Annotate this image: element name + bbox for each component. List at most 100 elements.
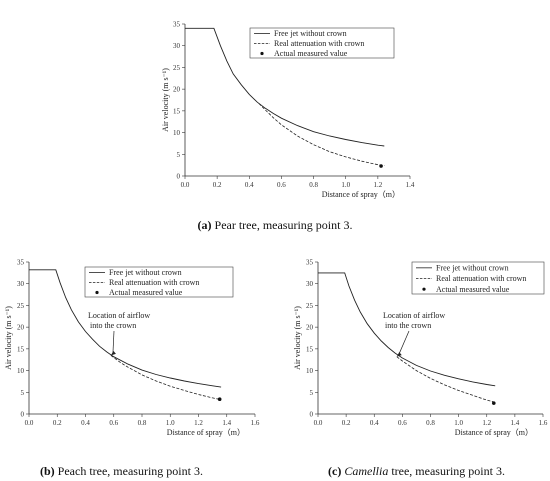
chart-1: 0.0 0.2 0.4 0.6 0.8 1.0 1.2 1.4 1.6 0 5 10 15 20 25 30 3… — [4, 259, 260, 438]
caption-a: (a) Pear tree, measuring point 3. — [0, 218, 550, 233]
y-tick-label: 20 — [306, 324, 314, 332]
y-tick-label: 30 — [17, 280, 25, 288]
y-tick-label: 0 — [177, 173, 181, 181]
legend-entry: Actual measured value — [109, 288, 183, 297]
chart-0: 0.0 0.2 0.4 0.6 0.8 1.0 1.2 1.4 0 5 10 15 20 25 30 35 Di… — [161, 21, 415, 200]
x-tick-label: 1.6 — [539, 419, 548, 427]
y-tick-label: 20 — [17, 324, 25, 332]
y-axis-label: Air velocity (m s⁻¹) — [293, 306, 302, 370]
legend-box — [411, 261, 545, 295]
legend-entry: Actual measured value — [436, 285, 510, 294]
x-tick-label: 1.0 — [341, 181, 350, 189]
legend-entry: Real attenuation with crown — [274, 39, 364, 48]
x-tick-label: 0.0 — [314, 419, 323, 427]
y-tick-label: 5 — [177, 151, 181, 159]
measured-point — [491, 401, 496, 405]
x-tick-label: 0.2 — [213, 181, 222, 189]
caption-c: (c) Camellia tree, measuring point 3. — [328, 464, 505, 479]
measured-point — [217, 397, 222, 402]
y-tick-label: 35 — [306, 259, 314, 267]
y-tick-label: 25 — [17, 302, 25, 310]
caption-c-italic: Camellia — [344, 464, 389, 478]
y-tick-label: 15 — [306, 345, 314, 353]
x-tick-label: 0.0 — [25, 419, 34, 427]
y-tick-label: 30 — [173, 42, 181, 50]
annotation-arrow — [398, 330, 410, 355]
x-tick-label: 0.6 — [398, 419, 407, 427]
y-tick-label: 35 — [17, 259, 25, 267]
legend-entry: Actual measured value — [274, 49, 348, 58]
y-tick-label: 5 — [310, 389, 314, 397]
x-tick-label: 1.4 — [511, 419, 520, 427]
annotation-line1: Location of airflow — [88, 311, 150, 320]
x-tick-label: 0.4 — [370, 419, 379, 427]
caption-a-letter: (a) — [197, 218, 212, 232]
series-line-real-attenuation — [110, 355, 222, 401]
legend-entry: Real attenuation with crown — [436, 274, 526, 283]
x-tick-label: 0.6 — [109, 419, 118, 427]
x-tick-label: 1.4 — [222, 419, 231, 427]
caption-c-letter: (c) — [328, 464, 342, 478]
x-tick-label: 1.2 — [482, 419, 491, 427]
legend-entry: Free jet without crown — [109, 268, 182, 277]
x-tick-label: 1.6 — [251, 419, 260, 427]
annotation-arrow — [112, 330, 115, 354]
y-tick-label: 5 — [21, 389, 25, 397]
x-tick-label: 0.0 — [181, 181, 190, 189]
x-axis-label: Distance of spray（m） — [322, 190, 400, 199]
legend-box — [84, 266, 234, 298]
series-line-free-jet — [318, 272, 496, 387]
series-line-free-jet — [29, 269, 222, 388]
series-line-real-attenuation — [258, 103, 385, 166]
y-tick-label: 20 — [173, 86, 181, 94]
y-tick-label: 30 — [306, 280, 314, 288]
chart-2: 0.0 0.2 0.4 0.6 0.8 1.0 1.2 1.4 1.6 0 5 10 15 20 25 30 3… — [293, 259, 548, 438]
x-tick-label: 0.8 — [138, 419, 147, 427]
y-tick-label: 10 — [306, 367, 314, 375]
x-axis-label: Distance of spray（m） — [167, 428, 245, 437]
caption-c-text: tree, measuring point 3. — [388, 464, 505, 478]
x-tick-label: 0.6 — [277, 181, 286, 189]
x-tick-label: 0.8 — [426, 419, 435, 427]
x-axis-label: Distance of spray（m） — [455, 428, 533, 437]
x-tick-label: 1.4 — [406, 181, 415, 189]
annotation-arrowhead — [110, 350, 116, 356]
legend-marker-point — [422, 287, 426, 291]
x-tick-label: 0.4 — [81, 419, 90, 427]
x-tick-label: 1.2 — [373, 181, 382, 189]
y-tick-label: 10 — [17, 367, 25, 375]
legend-marker-point — [95, 290, 99, 295]
caption-b-text: Peach tree, measuring point 3. — [54, 464, 203, 478]
x-tick-label: 1.2 — [194, 419, 203, 427]
x-tick-label: 0.4 — [245, 181, 254, 189]
series-line-free-jet — [185, 27, 385, 147]
annotation-line2: into the crown — [385, 321, 431, 330]
measured-point — [379, 164, 383, 168]
legend-entry: Free jet without crown — [274, 29, 347, 38]
caption-b: (b) Peach tree, measuring point 3. — [40, 464, 203, 479]
x-tick-label: 0.2 — [342, 419, 351, 427]
y-tick-label: 25 — [306, 302, 314, 310]
x-tick-label: 0.2 — [53, 419, 62, 427]
series-line-real-attenuation — [396, 356, 496, 403]
legend-marker-point — [260, 51, 264, 56]
y-axis-label: Air velocity (m s⁻¹) — [161, 68, 170, 132]
x-tick-label: 0.8 — [309, 181, 318, 189]
y-tick-label: 15 — [17, 345, 25, 353]
y-tick-label: 0 — [310, 411, 314, 419]
annotation-arrowhead — [396, 352, 402, 357]
legend-box — [249, 27, 395, 59]
y-tick-label: 0 — [21, 411, 25, 419]
y-tick-label: 25 — [173, 64, 181, 72]
x-tick-label: 1.0 — [166, 419, 175, 427]
annotation-line1: Location of airflow — [383, 311, 445, 320]
legend-entry: Real attenuation with crown — [109, 278, 199, 287]
annotation-line2: into the crown — [90, 321, 136, 330]
y-tick-label: 10 — [173, 129, 181, 137]
caption-b-letter: (b) — [40, 464, 55, 478]
x-tick-label: 1.0 — [454, 419, 463, 427]
